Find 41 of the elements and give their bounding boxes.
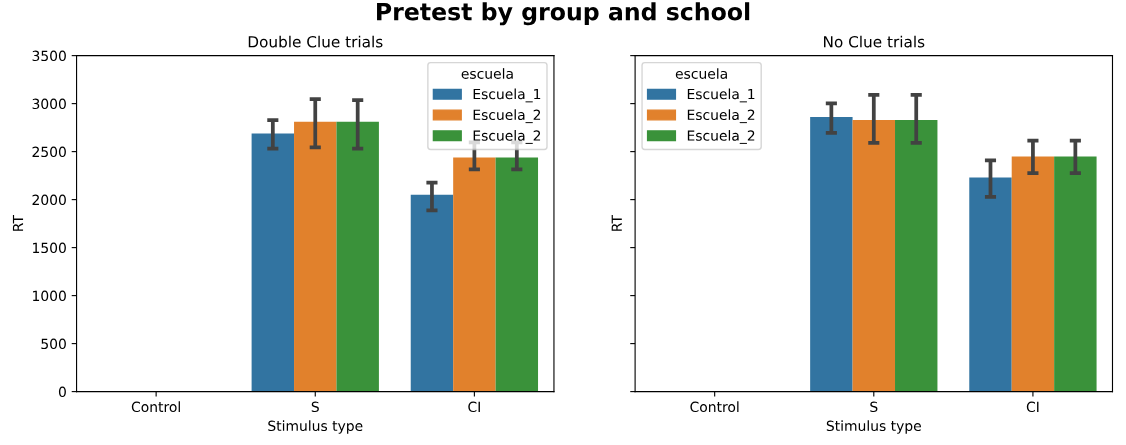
x-tick-label: S bbox=[311, 401, 319, 413]
x-tick-label: CI bbox=[1026, 401, 1039, 413]
bar bbox=[410, 194, 454, 392]
bar bbox=[251, 133, 295, 392]
y-tick-label: 2000 bbox=[32, 194, 66, 206]
x-tick-label: Control bbox=[690, 401, 739, 413]
bar bbox=[1054, 156, 1097, 392]
x-axis-title: Stimulus type bbox=[826, 420, 921, 434]
bar bbox=[969, 177, 1012, 392]
chart-title: Double Clue trials bbox=[248, 35, 383, 48]
chart-title: No Clue trials bbox=[824, 35, 925, 48]
y-tick-label: 0 bbox=[58, 386, 66, 398]
legend-label: Escuela_1 bbox=[687, 88, 755, 103]
bar bbox=[336, 121, 379, 392]
y-tick-label: 3000 bbox=[32, 98, 66, 110]
bar bbox=[495, 157, 539, 392]
y-tick-label: 1000 bbox=[33, 290, 66, 302]
y-tick-label: 1500 bbox=[33, 242, 66, 254]
legend-title: escuela bbox=[675, 68, 727, 79]
legend-label: Escuela_2 bbox=[473, 109, 541, 124]
bar bbox=[895, 119, 938, 392]
x-axis-title: Stimulus type bbox=[268, 420, 363, 434]
bar bbox=[1011, 156, 1055, 392]
y-tick-label: 500 bbox=[41, 338, 66, 350]
legend-label: Escuela_2 bbox=[687, 130, 755, 144]
x-tick-label: CI bbox=[468, 401, 480, 413]
bar bbox=[810, 117, 853, 392]
legend-label: Escuela_2 bbox=[687, 109, 755, 124]
y-tick-label: 2500 bbox=[32, 146, 66, 158]
legend-label: Escuela_2 bbox=[473, 130, 541, 144]
y-axis-title: RT bbox=[611, 215, 622, 231]
bar bbox=[453, 157, 496, 392]
x-tick-label: S bbox=[870, 401, 878, 413]
legend-label: Escuela_1 bbox=[473, 88, 541, 103]
y-axis-title: RT bbox=[12, 215, 24, 231]
y-tick-label: 3500 bbox=[32, 50, 66, 62]
legend-title: escuela bbox=[461, 68, 513, 79]
bar bbox=[852, 119, 896, 392]
text: Pretest by group and school bbox=[377, 2, 750, 26]
bar bbox=[294, 121, 337, 392]
x-tick-label: Control bbox=[131, 401, 180, 413]
